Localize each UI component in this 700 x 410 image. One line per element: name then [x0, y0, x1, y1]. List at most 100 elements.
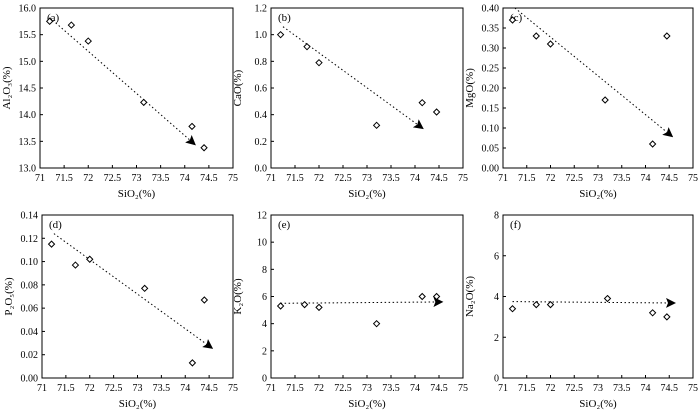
x-tick-label: 73.5 [152, 173, 170, 184]
trend-arrow [514, 7, 674, 138]
data-point [140, 284, 149, 293]
x-tick-label: 72.5 [334, 383, 352, 394]
trend-arrow [280, 297, 444, 308]
y-tick-label: 4 [262, 319, 267, 330]
x-tick-label: 74 [410, 173, 420, 184]
y-tick-label: 0 [494, 374, 499, 385]
data-point [315, 58, 323, 67]
data-point [663, 32, 671, 40]
plot-frame [39, 7, 234, 169]
data-point [276, 302, 285, 310]
x-tick-label: 72 [314, 173, 324, 184]
data-point [188, 359, 197, 367]
y-tick-label: 0.14 [21, 211, 39, 222]
x-tick-label: 73.5 [382, 383, 400, 394]
y-tick-label: 2 [262, 346, 267, 357]
x-tick-label: 72.5 [104, 173, 122, 184]
data-point [532, 32, 540, 40]
scatter-panel-3: 71 71.5 72 72.5 73 73.5 74 74.5 75 0.00 0.05 0.10 0.… [464, 4, 698, 201]
x-tick-label: 74 [180, 383, 190, 394]
y-tick-label: 6 [494, 251, 499, 262]
x-tick-label: 75 [228, 383, 238, 394]
panel-label: (e) [278, 219, 291, 231]
y-axis-label: MgO(%) [464, 68, 476, 108]
data-point [47, 240, 56, 248]
data-point [71, 261, 80, 269]
y-tick-label: 15.5 [19, 30, 37, 41]
x-tick-label: 71 [266, 383, 276, 394]
trend-arrow [53, 233, 214, 349]
x-tick-label: 71 [498, 173, 508, 184]
data-point [601, 96, 609, 104]
scatter-panel-4: 71 71.5 72 72.5 73 73.5 74 74.5 75 0.00 0.02 0.04 0.… [3, 211, 238, 410]
y-tick-label: 1.2 [255, 4, 268, 15]
data-point [45, 17, 54, 26]
x-tick-label: 71.5 [518, 383, 536, 394]
x-tick-label: 75 [458, 173, 468, 184]
y-tick-label: 0.35 [482, 24, 500, 35]
x-tick-label: 71 [35, 173, 45, 184]
data-point [188, 122, 196, 131]
y-tick-label: 0.06 [21, 304, 39, 315]
x-tick-label: 72 [83, 173, 93, 184]
x-tick-label: 73.5 [153, 383, 171, 394]
x-axis-label: SiO₂(%) [579, 188, 617, 200]
x-tick-label: 73.5 [382, 173, 400, 184]
y-tick-label: 0.20 [482, 84, 500, 95]
y-axis-label: P₂O₅(%) [3, 277, 15, 316]
panel-label: (f) [510, 219, 521, 231]
x-tick-label: 71 [498, 383, 508, 394]
x-tick-label: 73 [362, 173, 372, 184]
data-point [140, 98, 148, 107]
x-tick-label: 72.5 [105, 383, 123, 394]
y-tick-label: 2 [494, 333, 499, 344]
data-point [200, 144, 208, 152]
trend-arrow [512, 297, 676, 308]
x-tick-label: 73 [362, 383, 372, 394]
y-tick-label: 0.6 [255, 84, 268, 95]
data-point [418, 292, 426, 301]
scatter-panel-1: 71 71.5 72 72.5 73 73.5 74 74.5 75 13.0 13.5 14.0 14… [1, 4, 238, 201]
y-tick-label: 0.04 [21, 327, 39, 338]
data-point [300, 300, 309, 309]
x-axis-label: SiO₂(%) [119, 398, 157, 410]
x-axis-label: SiO₂(%) [348, 188, 386, 200]
y-tick-label: 14.5 [19, 84, 37, 95]
data-point [648, 309, 657, 317]
y-tick-label: 0.30 [482, 44, 500, 55]
y-tick-label: 0.12 [21, 234, 39, 245]
x-tick-label: 74.5 [430, 173, 448, 184]
x-tick-label: 74.5 [200, 173, 218, 184]
x-tick-label: 74.5 [200, 383, 218, 394]
y-tick-label: 14.0 [19, 110, 37, 121]
x-tick-label: 75 [458, 383, 468, 394]
x-tick-label: 73.5 [613, 383, 631, 394]
x-tick-label: 74.5 [661, 173, 679, 184]
y-tick-label: 0.0 [255, 164, 268, 175]
data-point [84, 37, 92, 45]
y-tick-label: 12 [257, 211, 267, 222]
y-axis-label: Na₂O(%) [464, 276, 476, 317]
y-tick-label: 6 [262, 292, 267, 303]
x-tick-label: 72.5 [334, 173, 352, 184]
data-point [432, 108, 441, 116]
x-tick-label: 73 [593, 173, 603, 184]
y-tick-label: 0.00 [21, 374, 39, 385]
y-tick-label: 0.10 [482, 124, 500, 135]
x-tick-label: 72 [85, 383, 95, 394]
data-point [372, 319, 381, 328]
data-point [432, 292, 441, 301]
data-point [372, 121, 381, 130]
scatter-panel-2: 71 71.5 72 72.5 73 73.5 74 74.5 75 0.0 0.2 0.4 0.6 0.… [232, 4, 468, 201]
y-tick-label: 4 [494, 292, 499, 303]
x-tick-label: 71 [37, 383, 47, 394]
x-tick-label: 74.5 [430, 383, 448, 394]
data-point [315, 303, 323, 312]
scatter-panel-5: 71 71.5 72 72.5 73 73.5 74 74.5 75 0 2 4 6 8 10 12 SiO₂(… [232, 211, 468, 410]
x-axis-label: SiO₂(%) [348, 398, 386, 410]
data-point [86, 255, 94, 263]
x-tick-label: 75 [688, 173, 698, 184]
data-point [532, 300, 540, 309]
x-tick-label: 71.5 [57, 383, 75, 394]
x-tick-label: 72.5 [566, 383, 584, 394]
